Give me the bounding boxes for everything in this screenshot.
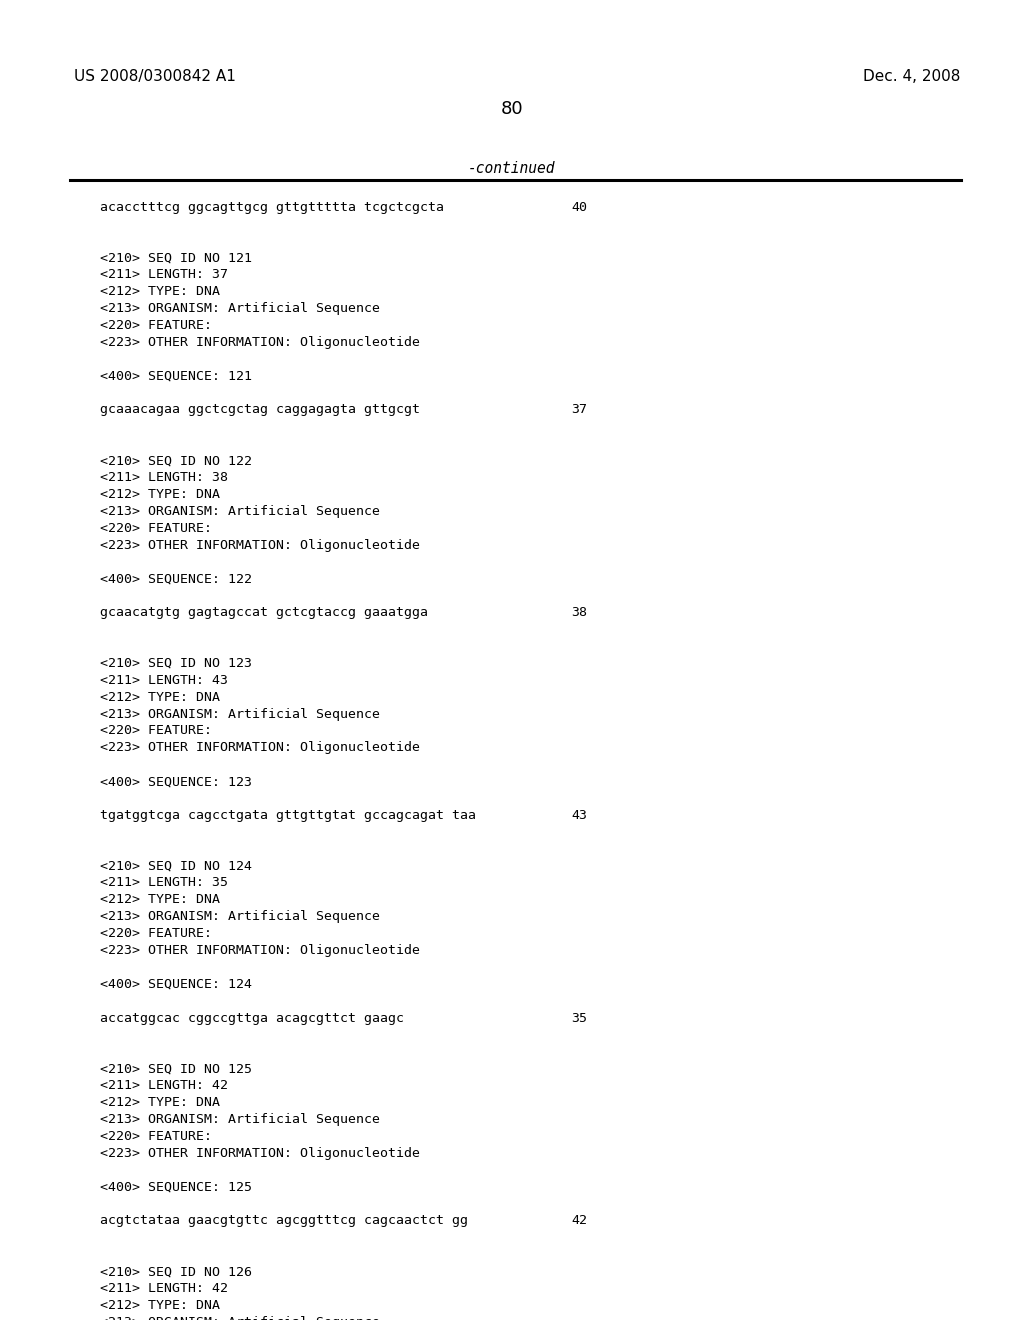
Text: acacctttcg ggcagttgcg gttgttttta tcgctcgcta: acacctttcg ggcagttgcg gttgttttta tcgctcg… bbox=[100, 201, 444, 214]
Text: <213> ORGANISM: Artificial Sequence: <213> ORGANISM: Artificial Sequence bbox=[100, 1113, 380, 1126]
Text: 38: 38 bbox=[571, 606, 588, 619]
Text: <400> SEQUENCE: 124: <400> SEQUENCE: 124 bbox=[100, 978, 252, 991]
Text: <223> OTHER INFORMATION: Oligonucleotide: <223> OTHER INFORMATION: Oligonucleotide bbox=[100, 539, 420, 552]
Text: <400> SEQUENCE: 122: <400> SEQUENCE: 122 bbox=[100, 573, 252, 585]
Text: 42: 42 bbox=[571, 1214, 588, 1228]
Text: <223> OTHER INFORMATION: Oligonucleotide: <223> OTHER INFORMATION: Oligonucleotide bbox=[100, 1147, 420, 1160]
Text: <220> FEATURE:: <220> FEATURE: bbox=[100, 521, 212, 535]
Text: <210> SEQ ID NO 121: <210> SEQ ID NO 121 bbox=[100, 251, 252, 264]
Text: <210> SEQ ID NO 125: <210> SEQ ID NO 125 bbox=[100, 1063, 252, 1076]
Text: <220> FEATURE:: <220> FEATURE: bbox=[100, 725, 212, 738]
Text: <213> ORGANISM: Artificial Sequence: <213> ORGANISM: Artificial Sequence bbox=[100, 708, 380, 721]
Text: <210> SEQ ID NO 126: <210> SEQ ID NO 126 bbox=[100, 1265, 252, 1278]
Text: <211> LENGTH: 42: <211> LENGTH: 42 bbox=[100, 1282, 228, 1295]
Text: <400> SEQUENCE: 125: <400> SEQUENCE: 125 bbox=[100, 1180, 252, 1193]
Text: <400> SEQUENCE: 123: <400> SEQUENCE: 123 bbox=[100, 775, 252, 788]
Text: <211> LENGTH: 38: <211> LENGTH: 38 bbox=[100, 471, 228, 484]
Text: <212> TYPE: DNA: <212> TYPE: DNA bbox=[100, 285, 220, 298]
Text: <213> ORGANISM: Artificial Sequence: <213> ORGANISM: Artificial Sequence bbox=[100, 1316, 380, 1320]
Text: <400> SEQUENCE: 121: <400> SEQUENCE: 121 bbox=[100, 370, 252, 383]
Text: <213> ORGANISM: Artificial Sequence: <213> ORGANISM: Artificial Sequence bbox=[100, 504, 380, 517]
Text: 80: 80 bbox=[501, 100, 523, 119]
Text: 40: 40 bbox=[571, 201, 588, 214]
Text: <220> FEATURE:: <220> FEATURE: bbox=[100, 319, 212, 331]
Text: gcaacatgtg gagtagccat gctcgtaccg gaaatgga: gcaacatgtg gagtagccat gctcgtaccg gaaatgg… bbox=[100, 606, 428, 619]
Text: <212> TYPE: DNA: <212> TYPE: DNA bbox=[100, 1299, 220, 1312]
Text: <223> OTHER INFORMATION: Oligonucleotide: <223> OTHER INFORMATION: Oligonucleotide bbox=[100, 335, 420, 348]
Text: <223> OTHER INFORMATION: Oligonucleotide: <223> OTHER INFORMATION: Oligonucleotide bbox=[100, 742, 420, 754]
Text: <211> LENGTH: 42: <211> LENGTH: 42 bbox=[100, 1080, 228, 1092]
Text: <211> LENGTH: 43: <211> LENGTH: 43 bbox=[100, 673, 228, 686]
Text: <223> OTHER INFORMATION: Oligonucleotide: <223> OTHER INFORMATION: Oligonucleotide bbox=[100, 944, 420, 957]
Text: 37: 37 bbox=[571, 404, 588, 416]
Text: 35: 35 bbox=[571, 1011, 588, 1024]
Text: 43: 43 bbox=[571, 809, 588, 822]
Text: <212> TYPE: DNA: <212> TYPE: DNA bbox=[100, 690, 220, 704]
Text: <210> SEQ ID NO 124: <210> SEQ ID NO 124 bbox=[100, 859, 252, 873]
Text: gcaaacagaa ggctcgctag caggagagta gttgcgt: gcaaacagaa ggctcgctag caggagagta gttgcgt bbox=[100, 404, 420, 416]
Text: <220> FEATURE:: <220> FEATURE: bbox=[100, 1130, 212, 1143]
Text: -continued: -continued bbox=[468, 161, 556, 176]
Text: <213> ORGANISM: Artificial Sequence: <213> ORGANISM: Artificial Sequence bbox=[100, 911, 380, 923]
Text: tgatggtcga cagcctgata gttgttgtat gccagcagat taa: tgatggtcga cagcctgata gttgttgtat gccagca… bbox=[100, 809, 476, 822]
Text: <212> TYPE: DNA: <212> TYPE: DNA bbox=[100, 894, 220, 907]
Text: <210> SEQ ID NO 122: <210> SEQ ID NO 122 bbox=[100, 454, 252, 467]
Text: acgtctataa gaacgtgttc agcggtttcg cagcaactct gg: acgtctataa gaacgtgttc agcggtttcg cagcaac… bbox=[100, 1214, 468, 1228]
Text: accatggcac cggccgttga acagcgttct gaagc: accatggcac cggccgttga acagcgttct gaagc bbox=[100, 1011, 404, 1024]
Text: <211> LENGTH: 35: <211> LENGTH: 35 bbox=[100, 876, 228, 890]
Text: <210> SEQ ID NO 123: <210> SEQ ID NO 123 bbox=[100, 657, 252, 669]
Text: <211> LENGTH: 37: <211> LENGTH: 37 bbox=[100, 268, 228, 281]
Text: <213> ORGANISM: Artificial Sequence: <213> ORGANISM: Artificial Sequence bbox=[100, 302, 380, 315]
Text: <212> TYPE: DNA: <212> TYPE: DNA bbox=[100, 1096, 220, 1109]
Text: <220> FEATURE:: <220> FEATURE: bbox=[100, 927, 212, 940]
Text: <212> TYPE: DNA: <212> TYPE: DNA bbox=[100, 488, 220, 500]
Text: US 2008/0300842 A1: US 2008/0300842 A1 bbox=[74, 69, 236, 83]
Text: Dec. 4, 2008: Dec. 4, 2008 bbox=[863, 69, 961, 83]
